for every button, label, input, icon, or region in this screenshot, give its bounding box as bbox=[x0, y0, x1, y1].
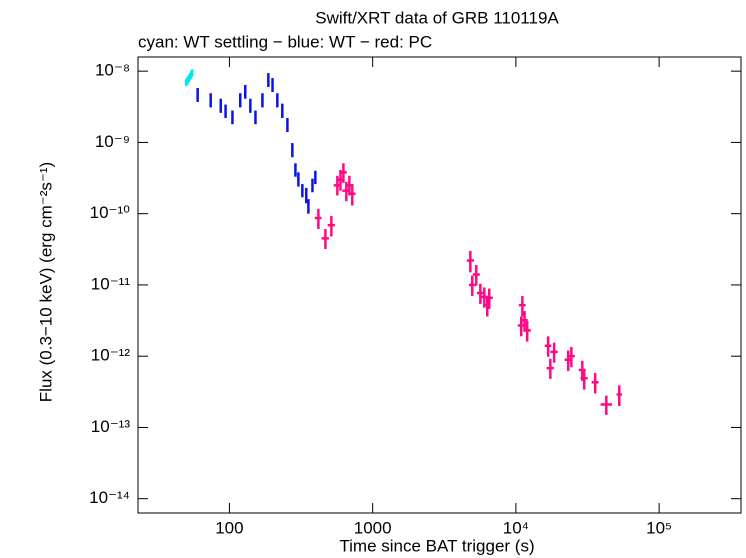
x-tick-label: 1000 bbox=[354, 518, 392, 537]
y-tick-label: 10⁻⁸ bbox=[95, 61, 130, 80]
chart-title: Swift/XRT data of GRB 110119A bbox=[315, 8, 559, 27]
x-tick-label: 10⁵ bbox=[646, 518, 672, 537]
y-tick-label: 10⁻¹² bbox=[91, 346, 131, 365]
y-tick-label: 10⁻⁹ bbox=[95, 132, 130, 151]
y-tick-label: 10⁻¹¹ bbox=[91, 274, 131, 293]
y-tick-label: 10⁻¹⁴ bbox=[89, 488, 130, 507]
plot-frame bbox=[137, 56, 742, 514]
x-tick-label: 10⁴ bbox=[503, 518, 529, 537]
x-tick-label: 100 bbox=[215, 518, 243, 537]
y-tick-label: 10⁻¹³ bbox=[91, 417, 131, 436]
y-tick-label: 10⁻¹⁰ bbox=[90, 203, 131, 222]
chart-subtitle: cyan: WT settling − blue: WT − red: PC bbox=[138, 32, 432, 51]
y-axis-label: Flux (0.3−10 keV) (erg cm⁻²s⁻¹) bbox=[36, 162, 55, 402]
x-axis-label: Time since BAT trigger (s) bbox=[339, 536, 534, 555]
